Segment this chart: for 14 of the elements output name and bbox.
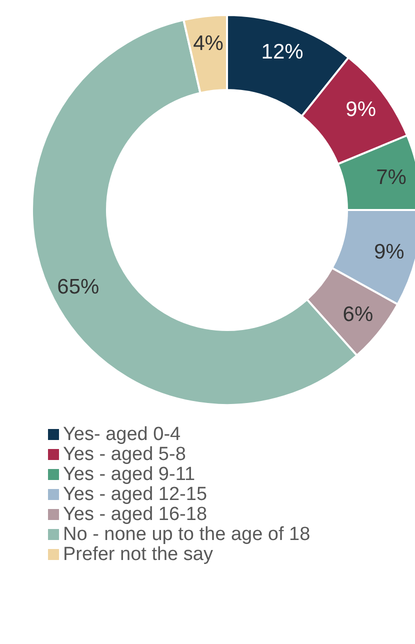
data-label: 9% (374, 240, 404, 264)
data-label: 7% (376, 166, 406, 189)
data-label: 6% (342, 302, 374, 326)
data-label: 12% (261, 40, 304, 64)
legend-label: Yes- aged 0-4 (63, 424, 181, 445)
legend-label: Yes - aged 5-8 (63, 444, 186, 465)
legend-label: Prefer not the say (63, 544, 213, 565)
data-label: 65% (57, 275, 100, 298)
legend-label: Yes - aged 9-11 (63, 464, 196, 485)
legend-label: Yes - aged 16-18 (63, 504, 208, 525)
data-label: 4% (193, 32, 224, 56)
data-label: 9% (346, 98, 376, 121)
legend-label: Yes - aged 12-15 (63, 484, 208, 505)
legend-label: No - none up to the age of 18 (63, 524, 310, 545)
